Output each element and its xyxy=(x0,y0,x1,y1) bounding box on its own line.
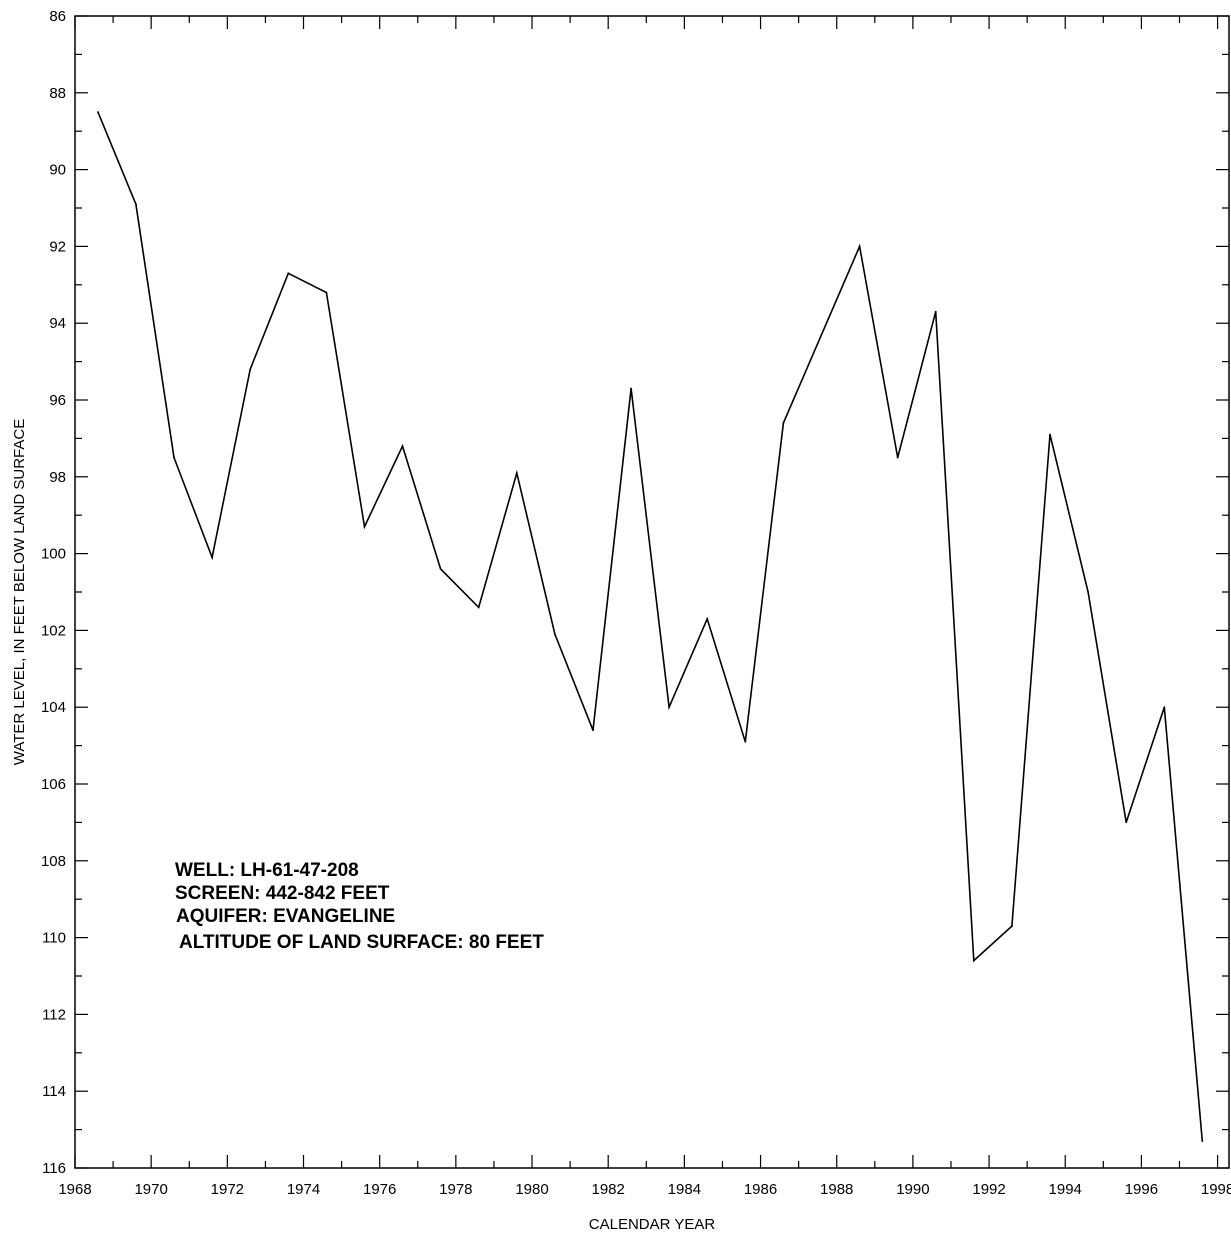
y-tick-label: 98 xyxy=(49,469,66,486)
annotation-aquifer: AQUIFER: EVANGELINE xyxy=(176,906,395,927)
y-tick-label: 90 xyxy=(49,162,66,179)
data-point xyxy=(135,203,137,206)
x-tick-label: 1990 xyxy=(896,1181,929,1198)
data-point xyxy=(1201,1140,1204,1143)
data-point xyxy=(630,387,632,390)
data-point xyxy=(1163,706,1166,709)
data-point xyxy=(858,245,861,248)
y-tick-label: 108 xyxy=(41,853,66,870)
y-axis-ticks xyxy=(75,15,1229,1169)
x-tick-label: 1988 xyxy=(820,1181,853,1198)
y-axis-title: WATER LEVEL, IN FEET BELOW LAND SURFACE xyxy=(11,419,28,765)
y-tick-label: 116 xyxy=(42,1160,66,1177)
x-tick-label: 1976 xyxy=(363,1181,396,1198)
data-point xyxy=(96,111,99,113)
data-point xyxy=(439,568,442,570)
y-tick-label: 100 xyxy=(41,546,66,563)
data-point xyxy=(1125,821,1128,824)
x-tick-label: 1998 xyxy=(1201,1181,1231,1198)
data-point xyxy=(972,959,975,962)
data-point xyxy=(706,617,709,620)
x-tick-label: 1980 xyxy=(515,1181,548,1198)
series-layer xyxy=(96,111,1204,1143)
data-point xyxy=(592,729,594,732)
data-point xyxy=(782,422,785,424)
plot-frame xyxy=(74,15,1230,1169)
y-tick-label: 106 xyxy=(41,776,66,793)
data-point xyxy=(211,556,214,559)
data-point xyxy=(668,706,671,709)
x-tick-label: 1982 xyxy=(592,1181,625,1198)
x-tick-label: 1992 xyxy=(972,1181,1005,1198)
y-axis-tick-labels: 86 88 90 92 94 96 98 100 102 104 106 108 110 112 114 11… xyxy=(41,8,66,1177)
x-axis-title: CALENDAR YEAR xyxy=(589,1216,716,1233)
y-tick-label: 114 xyxy=(42,1083,66,1100)
data-point xyxy=(553,633,556,636)
water-level-line xyxy=(97,111,1204,1142)
data-point xyxy=(287,272,290,275)
data-point xyxy=(515,472,518,474)
y-tick-label: 102 xyxy=(41,622,66,639)
y-tick-label: 92 xyxy=(49,238,66,255)
x-tick-label: 1994 xyxy=(1049,1181,1082,1198)
annotation-screen: SCREEN: 442-842 FEET xyxy=(175,883,390,904)
data-point xyxy=(173,456,175,459)
x-tick-label: 1996 xyxy=(1125,1181,1158,1198)
data-point xyxy=(1049,433,1051,436)
x-tick-label: 1974 xyxy=(287,1181,320,1198)
data-point xyxy=(744,740,747,743)
x-tick-label: 1970 xyxy=(134,1181,167,1198)
data-point xyxy=(1011,925,1013,927)
data-point xyxy=(1087,591,1089,593)
data-point xyxy=(477,606,480,609)
annotation-well: WELL: LH-61-47-208 xyxy=(175,860,359,881)
y-tick-label: 104 xyxy=(41,699,66,716)
y-tick-label: 94 xyxy=(49,315,66,332)
x-axis-tick-labels: 1968 1970 1972 1974 1976 1978 1980 1982 1984 1986… xyxy=(58,1181,1231,1198)
data-point xyxy=(249,368,252,371)
x-tick-label: 1972 xyxy=(211,1181,244,1198)
data-point xyxy=(363,525,366,528)
y-tick-label: 88 xyxy=(49,85,66,102)
annotation-altitude: ALTITUDE OF LAND SURFACE: 80 FEET xyxy=(179,932,544,953)
x-axis-ticks xyxy=(74,16,1219,1168)
x-tick-label: 1984 xyxy=(668,1181,701,1198)
y-tick-label: 96 xyxy=(49,392,66,409)
y-tick-label: 112 xyxy=(42,1006,66,1023)
data-point xyxy=(401,445,404,447)
data-point xyxy=(325,291,328,294)
x-tick-label: 1978 xyxy=(439,1181,472,1198)
data-point xyxy=(896,456,899,459)
y-tick-label: 86 xyxy=(49,8,66,25)
data-point xyxy=(934,310,937,313)
x-tick-label: 1968 xyxy=(58,1181,91,1198)
y-tick-label: 110 xyxy=(42,930,66,947)
x-tick-label: 1986 xyxy=(744,1181,777,1198)
